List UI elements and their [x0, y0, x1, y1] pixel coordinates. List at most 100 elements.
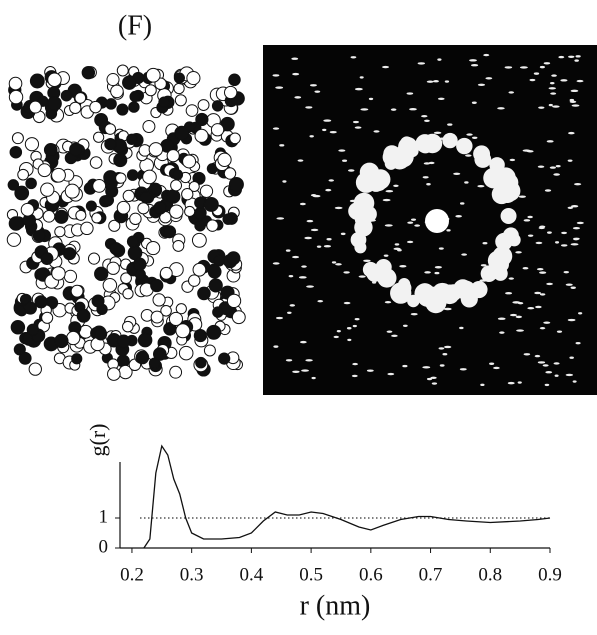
spot — [570, 89, 579, 93]
spot — [386, 330, 393, 333]
particle — [54, 333, 69, 349]
particle — [71, 353, 83, 365]
spot — [298, 276, 307, 279]
particle — [153, 201, 167, 215]
spot — [535, 305, 542, 309]
spot — [340, 232, 346, 236]
spot — [335, 263, 342, 266]
spot — [574, 59, 579, 62]
spot — [523, 353, 531, 356]
ring-spot — [439, 284, 460, 305]
particle — [9, 145, 23, 159]
ring-spot — [483, 167, 504, 189]
particle — [144, 84, 157, 97]
spot — [434, 271, 440, 275]
particle — [186, 71, 201, 86]
spot — [417, 62, 426, 65]
particle — [104, 137, 117, 151]
particle — [194, 128, 209, 143]
spot — [469, 59, 477, 62]
spot — [489, 362, 495, 365]
spot — [529, 78, 536, 82]
spot — [552, 105, 560, 108]
particle — [122, 288, 134, 300]
particle — [60, 89, 73, 102]
particle — [8, 89, 24, 105]
particle — [193, 328, 207, 343]
particle — [92, 178, 107, 193]
spot — [550, 92, 557, 95]
spot — [548, 103, 553, 107]
spot — [323, 245, 332, 248]
spot — [402, 324, 408, 327]
spot — [572, 380, 577, 383]
particle — [66, 330, 81, 346]
spot — [542, 364, 549, 367]
particle — [18, 351, 32, 365]
particle — [94, 327, 108, 341]
spot — [465, 154, 472, 157]
particle — [195, 112, 209, 127]
particle — [217, 152, 232, 167]
spot — [275, 316, 283, 320]
spot — [508, 277, 514, 280]
particle — [85, 200, 97, 212]
particle — [54, 209, 69, 224]
spot — [358, 275, 366, 278]
spot — [578, 312, 583, 315]
spot — [523, 219, 531, 222]
spot — [310, 228, 319, 232]
spot — [433, 131, 442, 135]
particle — [32, 229, 46, 243]
center-spot — [425, 209, 449, 233]
spot — [287, 311, 292, 314]
spot — [399, 265, 407, 268]
spot — [547, 231, 552, 234]
spot — [570, 243, 579, 246]
spot — [390, 108, 397, 111]
spot — [430, 376, 437, 379]
spot — [424, 271, 431, 274]
particle — [41, 311, 54, 324]
particle — [110, 84, 124, 99]
particle — [226, 293, 242, 308]
particle — [223, 85, 238, 100]
particle — [93, 131, 105, 143]
particle — [223, 167, 237, 180]
spot — [567, 159, 573, 162]
spot — [570, 286, 576, 289]
particle — [195, 356, 207, 369]
ring-spot — [414, 283, 436, 304]
particle — [106, 73, 120, 87]
spot — [348, 169, 355, 172]
ring-spot — [354, 218, 373, 237]
spot — [426, 377, 433, 381]
spot — [568, 131, 575, 135]
particle — [129, 90, 141, 103]
particle — [80, 221, 94, 236]
spot — [397, 248, 402, 252]
particle — [170, 179, 183, 192]
spot — [537, 361, 546, 364]
spot — [294, 96, 302, 99]
particle — [81, 65, 96, 80]
particle — [74, 92, 87, 104]
spot — [342, 159, 348, 162]
particle — [168, 311, 184, 326]
particle — [174, 125, 190, 141]
spot — [527, 307, 535, 310]
spot — [338, 149, 346, 152]
spot — [437, 58, 442, 61]
spot — [406, 92, 414, 95]
x-tick-label: 0.5 — [299, 564, 323, 585]
spot — [334, 206, 343, 210]
spot — [504, 66, 513, 69]
spot — [385, 189, 394, 193]
spot — [285, 249, 291, 252]
particle — [40, 252, 54, 266]
particle — [137, 202, 150, 215]
spot — [546, 282, 553, 286]
spot — [512, 301, 521, 304]
ring-spot — [366, 265, 383, 282]
spot — [322, 128, 327, 132]
